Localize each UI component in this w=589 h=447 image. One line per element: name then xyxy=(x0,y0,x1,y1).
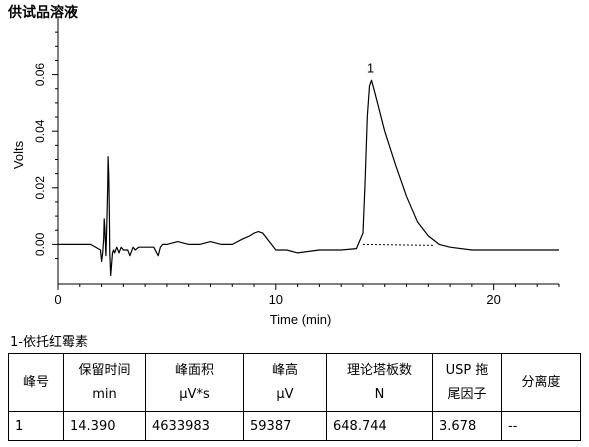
chromatogram-chart: 0 10 20 0.00 0.02 0.04 0.06 Time (min) Volts 1 xyxy=(11,18,560,327)
marks: 1 xyxy=(58,60,559,277)
header-line: 保留时间 xyxy=(78,362,131,378)
x-tick-label: 20 xyxy=(486,292,500,307)
x-tick-label: 10 xyxy=(269,292,283,307)
table-cell: 3.678 xyxy=(432,411,502,441)
header-line: 峰面积 xyxy=(174,362,214,378)
header-line: µV xyxy=(276,386,294,402)
table-row: 1 14.390 4633983 59387 648.744 3.678 -- xyxy=(8,411,581,441)
peak-label: 1 xyxy=(367,60,374,75)
y-tick-label: 0.02 xyxy=(33,176,47,200)
peak-table: 峰号 保留时间 min 峰面积 µV*s 峰高 µV 理论塔板数 N USP 拖尾因子 分离度 1 14… xyxy=(8,353,581,441)
y-axis-label: Volts xyxy=(11,140,26,169)
x-axis-label: Time (min) xyxy=(270,312,332,327)
chromatogram-trace xyxy=(58,79,559,277)
header-line: USP 拖 xyxy=(445,362,489,378)
header-line: 尾因子 xyxy=(447,386,487,402)
table-cell: 59387 xyxy=(243,411,327,441)
header-line: 峰高 xyxy=(271,362,298,378)
header-line: min xyxy=(92,386,117,402)
axes: 0 10 20 0.00 0.02 0.04 0.06 Time (min) Volts xyxy=(11,18,560,327)
header-line: 分离度 xyxy=(521,374,561,390)
table-cell: -- xyxy=(501,411,581,441)
peak-caption: 1-依托红霉素 xyxy=(10,335,88,350)
table-header-cell: 峰面积 µV*s xyxy=(145,353,244,412)
table-header-cell: 峰号 xyxy=(8,353,64,412)
header-line: µV*s xyxy=(179,386,210,402)
table-cell: 14.390 xyxy=(63,411,146,441)
x-tick-label: 0 xyxy=(54,292,61,307)
header-line: 峰号 xyxy=(22,374,49,390)
table-header-cell: 分离度 xyxy=(501,353,581,412)
table-cell: 4633983 xyxy=(145,411,244,441)
header-line: N xyxy=(374,386,385,402)
y-tick-label: 0.00 xyxy=(33,232,47,256)
chart-title: 供试品溶液 xyxy=(8,5,78,21)
integration-baseline xyxy=(362,243,435,246)
y-tick-label: 0.04 xyxy=(33,119,47,143)
table-header-row: 峰号 保留时间 min 峰面积 µV*s 峰高 µV 理论塔板数 N USP 拖尾因子 分离度 xyxy=(8,353,581,412)
table-header-cell: 保留时间 min xyxy=(63,353,146,412)
table-cell: 1 xyxy=(8,411,64,441)
table-header-cell: USP 拖尾因子 xyxy=(432,353,502,412)
header-line: 理论塔板数 xyxy=(346,362,412,378)
table-cell: 648.744 xyxy=(326,411,433,441)
table-header-cell: 峰高 µV xyxy=(243,353,327,412)
table-header-cell: 理论塔板数 N xyxy=(326,353,433,412)
y-tick-label: 0.06 xyxy=(33,63,47,87)
